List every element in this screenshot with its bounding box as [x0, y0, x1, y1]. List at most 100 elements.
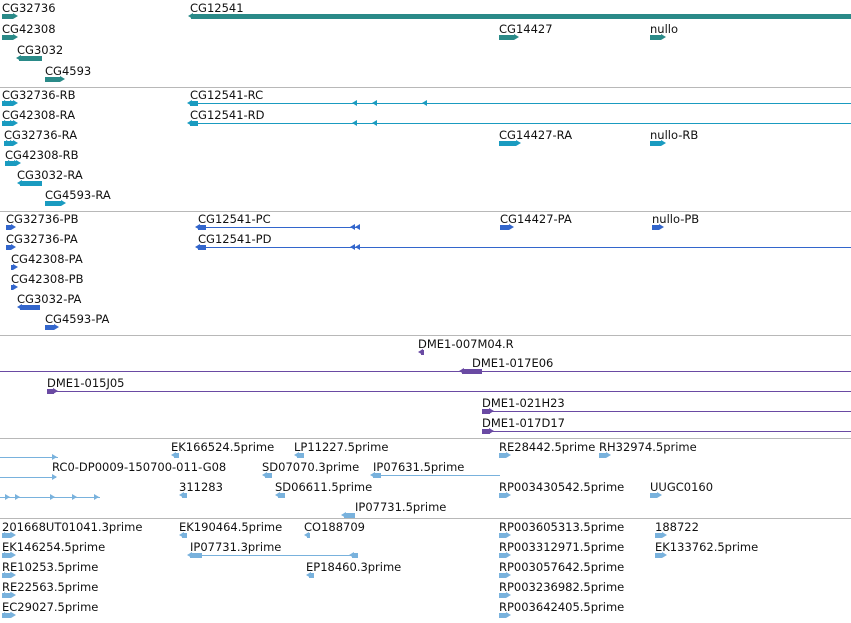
feature-block[interactable] — [309, 572, 314, 578]
feature-label[interactable]: SD07070.3prime — [262, 460, 360, 474]
feature-block[interactable] — [174, 452, 179, 458]
feature-label[interactable]: RE28442.5prime — [499, 440, 596, 454]
feature-block[interactable] — [278, 492, 285, 498]
feature-exon[interactable] — [190, 100, 198, 106]
feature-block[interactable] — [499, 552, 506, 558]
feature-block[interactable] — [655, 532, 662, 538]
feature-label[interactable]: DME1-017E06 — [472, 356, 554, 370]
feature-label[interactable]: nullo — [650, 22, 679, 36]
feature-block[interactable] — [19, 55, 42, 61]
feature-label[interactable]: CG14427 — [499, 22, 553, 36]
feature-label[interactable]: 188722 — [655, 520, 699, 534]
feature-label[interactable]: RH32974.5prime — [599, 440, 697, 454]
feature-label[interactable]: CG4593-PA — [45, 312, 110, 326]
feature-label[interactable]: CG12541-RC — [190, 88, 264, 102]
feature-block[interactable] — [191, 13, 851, 19]
feature-exon[interactable] — [482, 428, 490, 434]
feature-label[interactable]: CG42308-RB — [5, 148, 79, 162]
feature-label[interactable]: RP003057642.5prime — [499, 560, 625, 574]
feature-block[interactable] — [599, 452, 606, 458]
feature-block[interactable] — [2, 13, 13, 19]
feature-block[interactable] — [650, 140, 661, 146]
feature-exon[interactable] — [47, 388, 54, 394]
feature-label[interactable]: CG4593 — [45, 64, 92, 78]
feature-block[interactable] — [650, 34, 661, 40]
feature-label[interactable]: CG3032 — [17, 43, 64, 57]
feature-block[interactable] — [45, 324, 54, 330]
feature-label[interactable]: CG42308-PB — [11, 272, 84, 286]
feature-label[interactable]: RP003605313.5prime — [499, 520, 625, 534]
feature-exon[interactable] — [482, 408, 490, 414]
feature-block[interactable] — [11, 284, 13, 290]
feature-label[interactable]: RE22563.5prime — [2, 580, 99, 594]
feature-label[interactable]: CO188709 — [304, 520, 365, 534]
feature-block[interactable] — [6, 224, 11, 230]
feature-block[interactable] — [499, 452, 506, 458]
feature-block[interactable] — [2, 34, 13, 40]
feature-label[interactable]: nullo-PB — [652, 212, 700, 226]
feature-block[interactable] — [20, 180, 42, 186]
feature-block[interactable] — [11, 264, 13, 270]
feature-label[interactable]: DME1-021H23 — [482, 396, 565, 410]
feature-label[interactable]: nullo-RB — [650, 128, 699, 142]
feature-block[interactable] — [182, 532, 187, 538]
feature-block[interactable] — [499, 492, 506, 498]
feature-label[interactable]: CG32736-RA — [4, 128, 78, 142]
feature-block[interactable] — [20, 304, 40, 310]
feature-label[interactable]: RP003312971.5prime — [499, 540, 625, 554]
feature-label[interactable]: RP003430542.5prime — [499, 480, 625, 494]
feature-label[interactable]: EK133762.5prime — [655, 540, 759, 554]
feature-label[interactable]: CG3032-RA — [17, 168, 83, 182]
feature-label[interactable]: CG4593-RA — [45, 188, 111, 202]
feature-label[interactable]: CG32736 — [2, 1, 56, 15]
feature-label[interactable]: IP07631.5prime — [373, 460, 465, 474]
feature-block[interactable] — [499, 34, 514, 40]
feature-label[interactable]: RC0-DP0009-150700-011-G08 — [52, 460, 227, 474]
feature-exon[interactable] — [190, 120, 198, 126]
feature-block[interactable] — [182, 492, 187, 498]
feature-exon[interactable] — [190, 552, 202, 558]
feature-label[interactable]: CG12541-PC — [198, 212, 271, 226]
feature-label[interactable]: EK166524.5prime — [171, 440, 275, 454]
feature-label[interactable]: CG32736-RB — [2, 88, 76, 102]
feature-label[interactable]: CG32736-PB — [6, 212, 79, 226]
feature-block[interactable] — [655, 552, 662, 558]
feature-label[interactable]: CG12541-PD — [198, 232, 272, 246]
feature-label[interactable]: EP18460.3prime — [306, 560, 402, 574]
feature-label[interactable]: LP11227.5prime — [294, 440, 389, 454]
feature-label[interactable]: CG42308-RA — [2, 108, 76, 122]
feature-label[interactable]: UUGC0160 — [650, 480, 714, 494]
feature-label[interactable]: CG12541-RD — [190, 108, 265, 122]
feature-block[interactable] — [45, 200, 61, 206]
feature-label[interactable]: CG14427-PA — [500, 212, 572, 226]
feature-block[interactable] — [265, 472, 272, 478]
feature-label[interactable]: CG42308 — [2, 22, 56, 36]
feature-label[interactable]: RP003236982.5prime — [499, 580, 625, 594]
feature-exon[interactable] — [373, 472, 381, 478]
feature-label[interactable]: CG32736-PA — [6, 232, 78, 246]
feature-block[interactable] — [652, 224, 659, 230]
feature-block[interactable] — [650, 492, 657, 498]
feature-exon[interactable] — [462, 368, 482, 374]
feature-block[interactable] — [499, 532, 506, 538]
feature-label[interactable]: 311283 — [179, 480, 223, 494]
feature-block[interactable] — [499, 612, 506, 618]
feature-block[interactable] — [499, 140, 516, 146]
feature-label[interactable]: SD06611.5prime — [275, 480, 373, 494]
feature-block[interactable] — [499, 572, 506, 578]
feature-label[interactable]: RP003642405.5prime — [499, 600, 625, 614]
feature-block[interactable] — [45, 76, 60, 82]
feature-label[interactable]: EC29027.5prime — [2, 600, 99, 614]
feature-block[interactable] — [499, 592, 506, 598]
feature-label[interactable]: CG12541 — [190, 1, 244, 15]
feature-label[interactable]: IP07731.3prime — [190, 540, 282, 554]
feature-label[interactable]: DME1-007M04.R — [418, 337, 514, 351]
feature-label[interactable]: CG14427-RA — [499, 128, 573, 142]
feature-block[interactable] — [6, 244, 11, 250]
feature-exon[interactable] — [198, 224, 206, 230]
feature-block[interactable] — [344, 512, 355, 518]
feature-exon[interactable] — [352, 552, 358, 558]
feature-label[interactable]: RE10253.5prime — [2, 560, 99, 574]
feature-exon[interactable] — [198, 244, 206, 250]
feature-block[interactable] — [297, 452, 304, 458]
